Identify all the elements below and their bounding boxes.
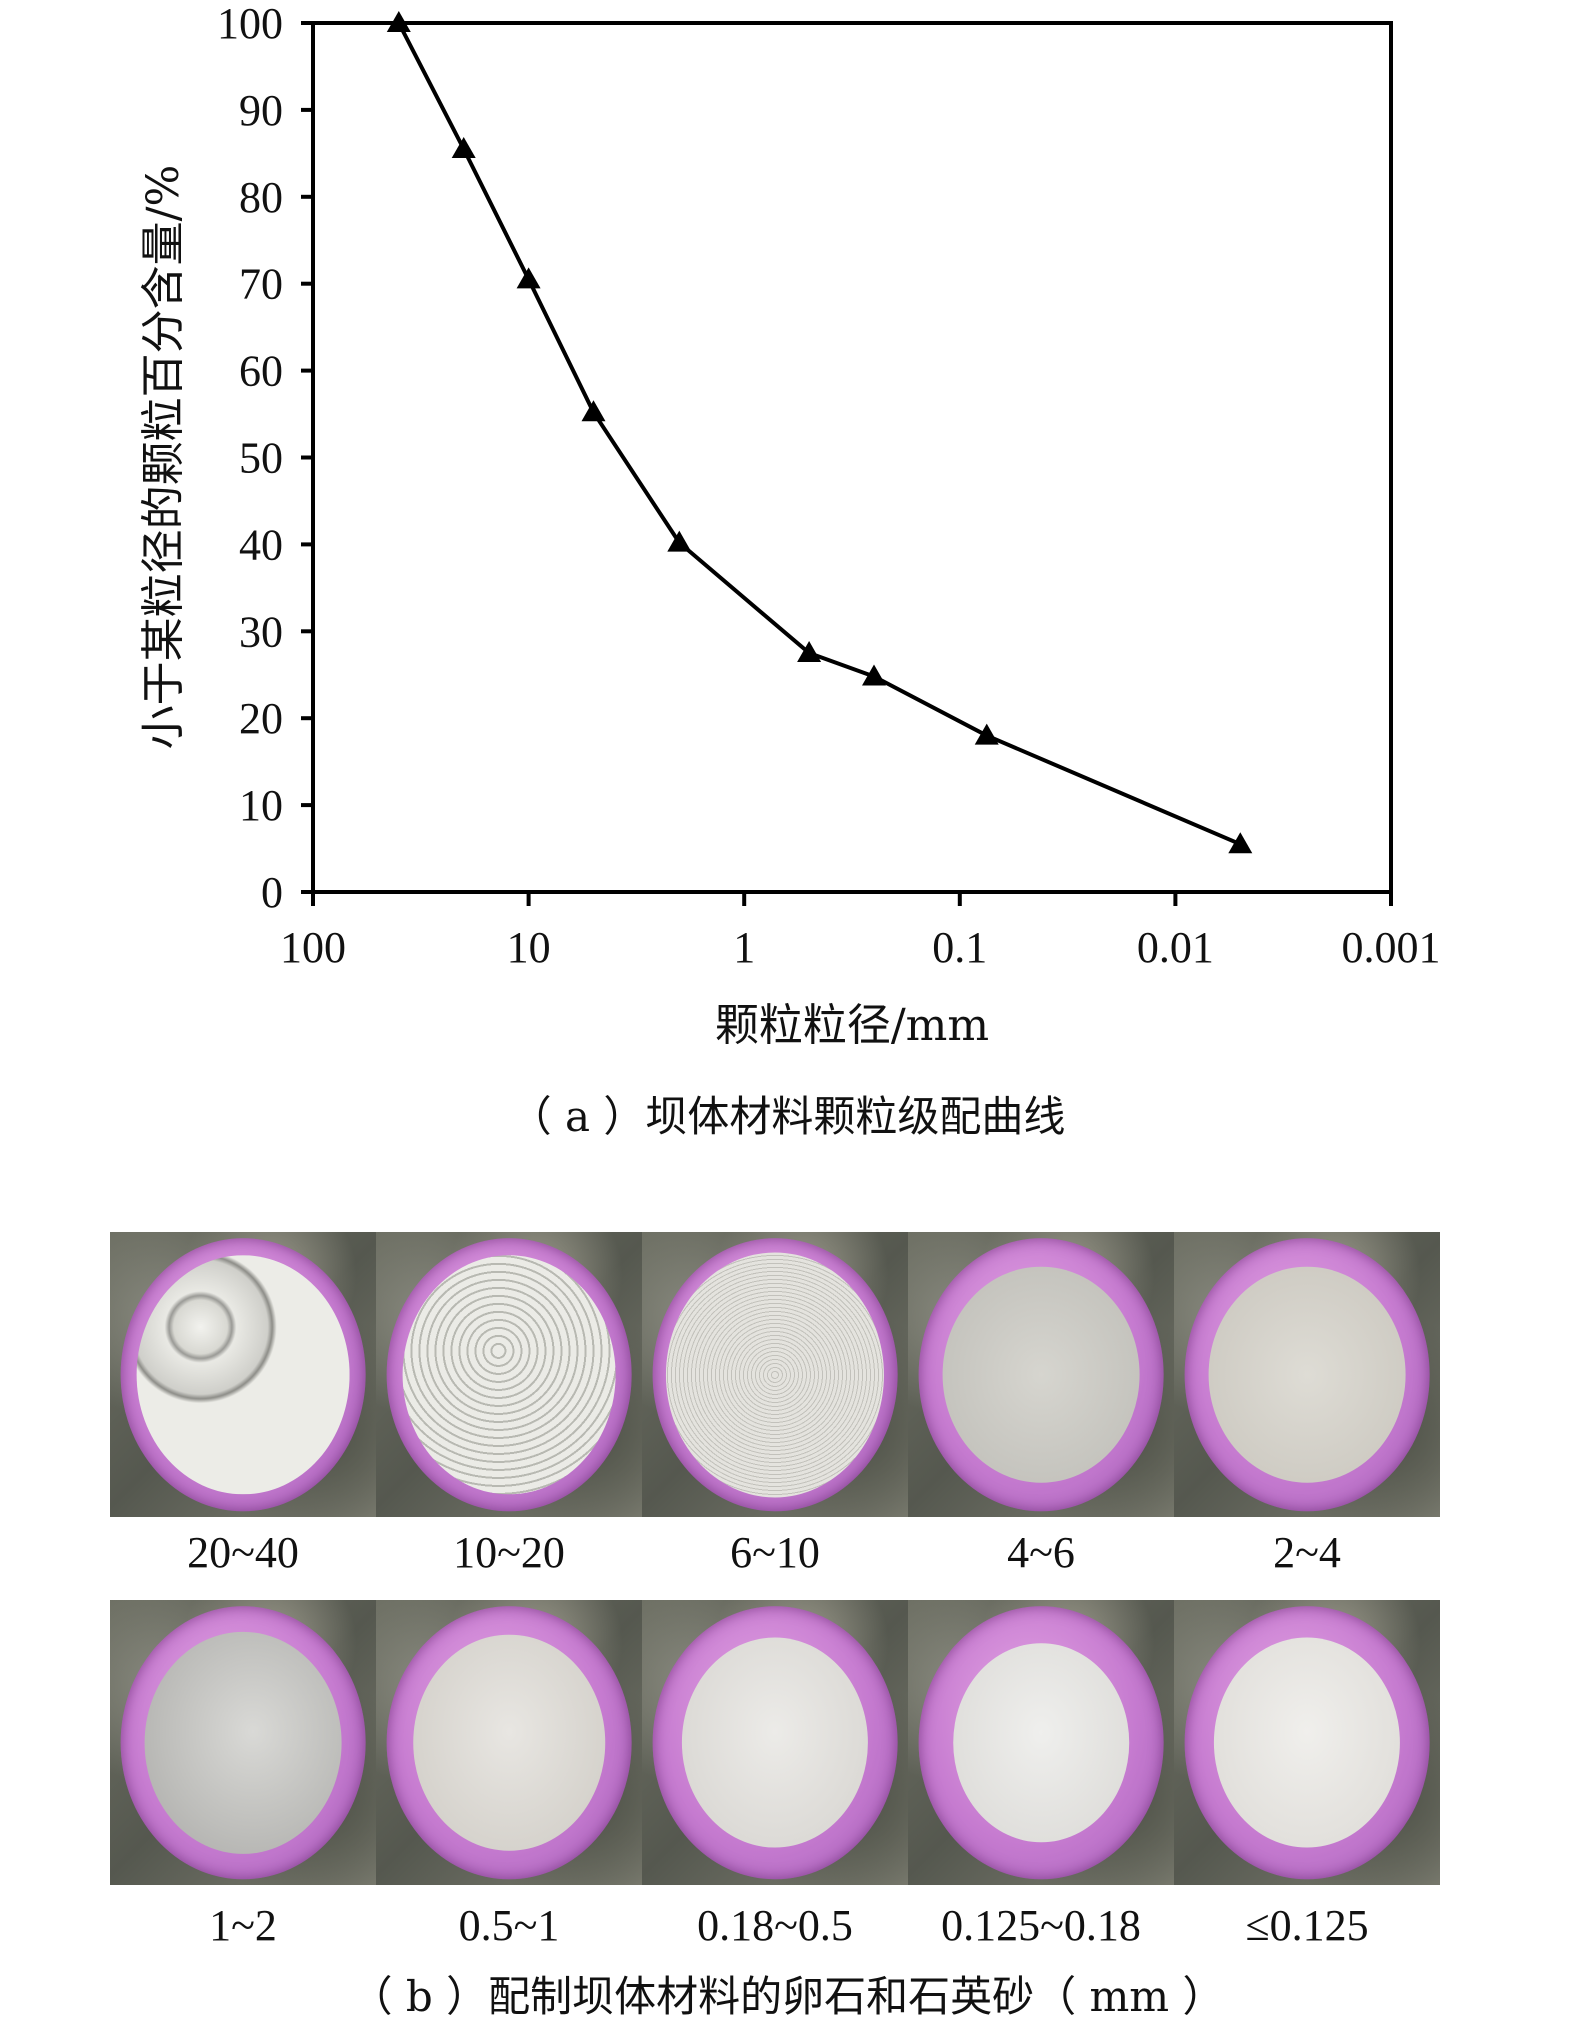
y-tick-label: 80 [239,173,283,222]
y-tick-label: 20 [239,694,283,743]
photo-0.125-0.18 [908,1600,1174,1885]
y-tick-label: 100 [217,0,283,48]
sand-fill [942,1266,1140,1483]
data-point-marker [974,723,999,745]
label-row1-1: 20~40 [187,1528,299,1577]
y-tick-label: 40 [239,520,283,569]
photo-10-20 [376,1232,642,1517]
photo-20-40 [110,1232,376,1517]
label-row1-4: 4~6 [1007,1528,1075,1577]
sand-fill [1213,1637,1401,1848]
label-row1-2: 10~20 [453,1528,565,1577]
data-markers [386,11,1253,854]
caption-b: （ b ）配制坝体材料的卵石和石英砂（ mm ） [350,1972,1225,2021]
sand-fill [413,1634,605,1851]
y-tick-label: 50 [239,434,283,483]
data-point-marker [797,641,822,663]
label-row2-1: 1~2 [209,1901,277,1950]
label-row2-5: ≤0.125 [1245,1901,1369,1950]
data-point-marker [1228,832,1253,854]
photo-row-2 [110,1600,1440,1885]
x-tick-label: 0.1 [932,923,987,972]
y-axis: 0 10 20 30 40 50 60 70 80 90 100 [217,0,313,917]
photo-0.18-0.5 [642,1600,908,1885]
pebbles-fill [402,1254,616,1495]
y-tick-label: 30 [239,607,283,656]
photo-4-6 [908,1232,1174,1517]
pebbles-fill [136,1254,350,1495]
grading-curve-chart: 0 10 20 30 40 50 60 70 80 90 100 100 10 1 0.1 0.01 0.00… [138,0,1441,1051]
photo-6-10 [642,1232,908,1517]
sand-fill [144,1631,342,1854]
y-tick-label: 60 [239,347,283,396]
label-row1-5: 2~4 [1273,1528,1341,1577]
data-point-marker [862,664,887,686]
x-tick-label: 0.001 [1342,923,1441,972]
y-tick-label: 10 [239,781,283,830]
x-tick-label: 10 [507,923,551,972]
data-point-marker [667,530,692,552]
data-point-marker [451,137,476,159]
x-tick-label: 100 [280,923,346,972]
y-tick-label: 90 [239,86,283,135]
x-tick-label: 1 [733,923,755,972]
label-row2-2: 0.5~1 [458,1901,560,1950]
photo-2-4 [1174,1232,1440,1517]
sand-fill [681,1637,869,1848]
y-tick-label: 70 [239,260,283,309]
data-point-marker [581,400,606,422]
photo-1-2 [110,1600,376,1885]
photo-0.5-1 [376,1600,642,1885]
y-axis-title: 小于某粒径的颗粒百分含量/% [138,165,189,750]
photo-row-1 [110,1232,1440,1517]
sand-fill [953,1642,1129,1843]
label-row2-4: 0.125~0.18 [941,1901,1141,1950]
label-row2-3: 0.18~0.5 [697,1901,853,1950]
sand-fill [1208,1266,1406,1483]
gravel-fill [665,1251,885,1498]
photo-le-0.125 [1174,1600,1440,1885]
data-point-marker [386,11,411,32]
grading-curve-line [397,22,1242,847]
plot-frame [311,21,1393,894]
x-axis: 100 10 1 0.1 0.01 0.001 [280,892,1441,972]
y-tick-label: 0 [261,868,283,917]
data-point-marker [516,267,541,289]
x-tick-label: 0.01 [1137,923,1214,972]
label-row1-3: 6~10 [730,1528,820,1577]
x-axis-title: 颗粒粒径/mm [715,1000,989,1051]
caption-a: （ a ）坝体材料颗粒级配曲线 [509,1092,1066,1141]
